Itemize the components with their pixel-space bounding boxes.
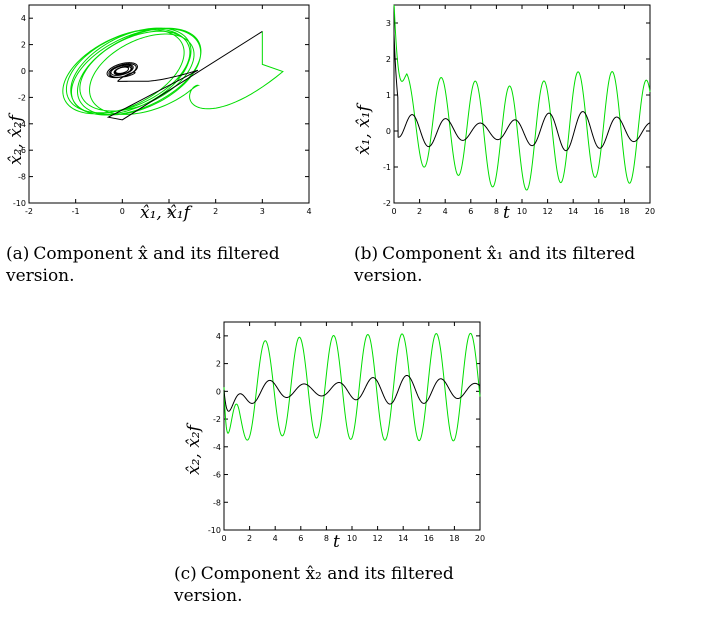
x-tick-label: 18	[619, 207, 629, 216]
y-tick-label: -2	[18, 93, 26, 102]
x-tick-label: 6	[298, 534, 303, 543]
plot-frame	[223, 321, 481, 531]
series-unfiltered	[223, 332, 481, 442]
caption-b: (b) Component x̂₁ and its filtered versio…	[354, 243, 694, 287]
caption-c-id: (c)	[174, 564, 197, 584]
caption-a-id: (a)	[6, 244, 30, 264]
y-tick-label: -6	[18, 146, 26, 155]
x-tick-label: 10	[347, 534, 357, 543]
x-tick-label: 10	[517, 207, 527, 216]
caption-b-text: Component x̂₁ and its filtered	[382, 244, 636, 264]
figure-panel-c: 0 2 4 6 8 10 12 14 16 18 20 -10 -8 -6 -4 -2 0 2 4 x̂₂, x̂₂…	[180, 300, 530, 570]
x-tick-label: 2	[417, 207, 422, 216]
series-unfiltered	[62, 27, 284, 116]
y-tick-label: 0	[386, 127, 391, 136]
x-axis-label-a: x̂₁, x̂₁f	[140, 203, 190, 223]
x-tick-label: 16	[594, 207, 604, 216]
x-tick-label: 12	[373, 534, 383, 543]
x-tick-label: 14	[568, 207, 578, 216]
y-tick-label: -8	[213, 498, 221, 507]
caption-a-text-2: version.	[6, 266, 75, 286]
y-tick-label: -2	[383, 199, 391, 208]
x-tick-label: 2	[247, 534, 252, 543]
caption-c-text-2: version.	[174, 586, 243, 606]
figure-panel-a: -2 -1 0 1 2 3 4 -10 -8 -6 -4 -2 0 2 4 x̂₂, x̂₂f x̂₁, x…	[0, 0, 330, 300]
y-tick-label: -6	[213, 471, 221, 480]
series-unfiltered	[393, 4, 651, 191]
x-axis-label-c: t	[333, 532, 340, 552]
caption-a: (a) Component x̂ and its filtered version…	[6, 243, 346, 287]
x-tick-label: 8	[494, 207, 499, 216]
x-tick-label: 20	[475, 534, 485, 543]
y-axis-label-c: x̂₂, x̂₂f	[184, 425, 204, 475]
x-tick-label: 20	[645, 207, 655, 216]
caption-c: (c) Component x̂₂ and its filtered versio…	[174, 563, 534, 607]
y-tick-label: 4	[216, 332, 221, 341]
x-tick-label: 4	[443, 207, 448, 216]
caption-b-text-2: version.	[354, 266, 423, 286]
x-tick-label: 1	[166, 207, 171, 216]
x-tick-label: 0	[120, 207, 125, 216]
y-tick-label: -10	[13, 199, 26, 208]
x-tick-label: 3	[260, 207, 265, 216]
y-tick-label: -10	[208, 526, 221, 535]
x-tick-label: 14	[398, 534, 408, 543]
y-tick-label: -4	[18, 120, 26, 129]
y-tick-label: -4	[213, 443, 221, 452]
y-tick-label: -2	[213, 415, 221, 424]
x-tick-label: 12	[543, 207, 553, 216]
x-tick-label: 18	[449, 534, 459, 543]
y-axis-label-a: x̂₂, x̂₂f	[6, 115, 26, 165]
y-tick-label: 2	[21, 41, 26, 50]
x-tick-label: 0	[221, 534, 226, 543]
time-plot-c: 0 2 4 6 8 10 12 14 16 18 20 -10 -8 -6 -4 -2 0 2 4	[208, 321, 485, 543]
x-tick-label: 6	[468, 207, 473, 216]
y-tick-label: 4	[21, 14, 26, 23]
y-tick-label: -8	[18, 173, 26, 182]
x-tick-label: -1	[72, 207, 80, 216]
series-filtered	[223, 374, 481, 412]
y-tick-label: 2	[386, 55, 391, 64]
x-tick-label: 4	[273, 534, 278, 543]
y-tick-label: 2	[216, 360, 221, 369]
y-tick-label: 3	[386, 19, 391, 28]
x-tick-label: 2	[213, 207, 218, 216]
figure-panel-b: 0 2 4 6 8 10 12 14 16 18 20 -2 -1 0 1 2 3 x̂₁, x̂₁f t	[340, 0, 690, 300]
caption-a-text: Component x̂ and its filtered	[33, 244, 280, 264]
x-tick-label: -2	[25, 207, 33, 216]
y-tick-label: 0	[216, 387, 221, 396]
series-filtered	[106, 30, 263, 121]
x-tick-label: 16	[424, 534, 434, 543]
x-tick-label: 8	[324, 534, 329, 543]
y-axis-label-b: x̂₁, x̂₁f	[354, 105, 374, 155]
y-tick-label: 0	[21, 67, 26, 76]
caption-b-id: (b)	[354, 244, 379, 264]
x-tick-label: 4	[306, 207, 311, 216]
caption-c-text: Component x̂₂ and its filtered	[200, 564, 454, 584]
x-tick-label: 0	[391, 207, 396, 216]
y-tick-label: -1	[383, 163, 391, 172]
series-filtered	[393, 33, 651, 152]
y-tick-label: 1	[386, 91, 391, 100]
x-axis-label-b: t	[503, 203, 510, 223]
